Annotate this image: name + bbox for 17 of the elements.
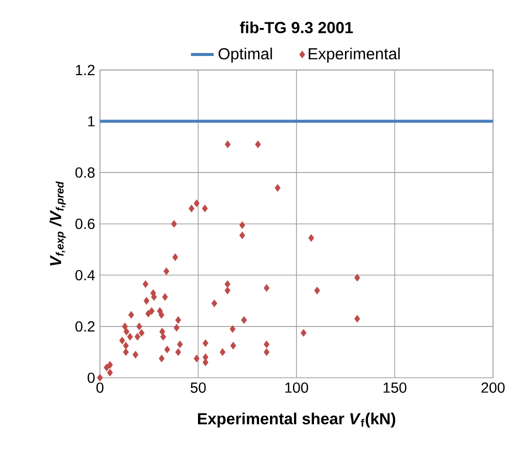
- x-tick-label: 200: [482, 382, 505, 393]
- chart-title: fib-TG 9.3 2001: [240, 22, 353, 34]
- y-tick-label: 1: [88, 116, 95, 126]
- y-tick-label: 0.2: [75, 321, 94, 332]
- x-tick-label: 50: [190, 382, 206, 393]
- x-axis-title: Experimental shear V$_{f}$(kN): [198, 412, 396, 428]
- y-tick-label: 1.2: [76, 65, 94, 76]
- x-tick-label: 0: [96, 382, 104, 393]
- y-tick-label: 0.8: [75, 168, 95, 178]
- y-tick-label: 0.4: [75, 270, 95, 280]
- legend-label: Optimal: [218, 48, 272, 63]
- x-tick-label: 150: [384, 382, 406, 393]
- y-axis-title: V$_{f,exp}$ /V$_{f,pred}$: [50, 181, 66, 266]
- x-tick-label: 100: [285, 382, 308, 393]
- y-tick-label: 0: [88, 372, 95, 384]
- y-tick-label: 0.6: [75, 218, 95, 230]
- legend-label: Experimental: [308, 48, 400, 63]
